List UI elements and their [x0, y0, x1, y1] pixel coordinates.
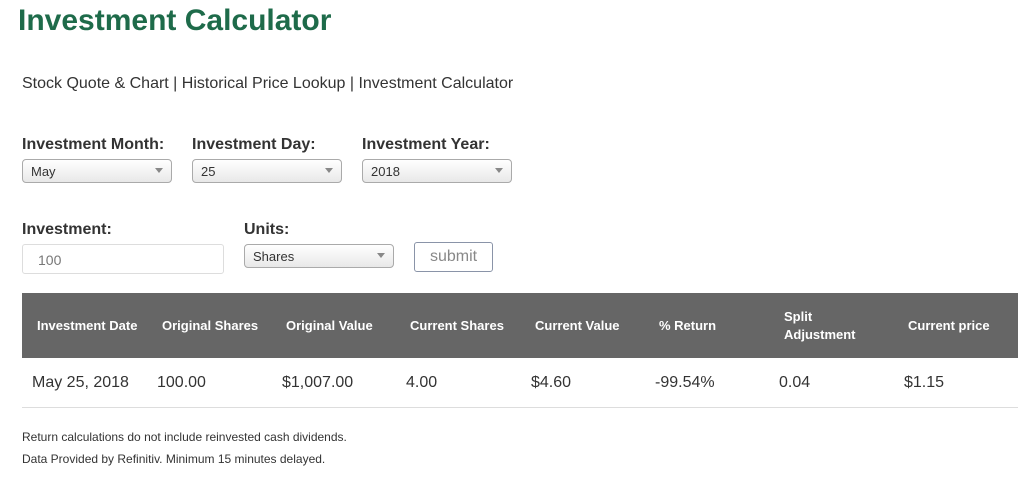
table-row: May 25, 2018 100.00 $1,007.00 4.00 $4.60…	[22, 358, 1018, 408]
month-label: Investment Month:	[22, 136, 165, 153]
dropdown-arrow-icon	[495, 168, 503, 173]
nav-historical-price-link[interactable]: Historical Price Lookup	[181, 75, 346, 92]
cell-current-shares: 4.00	[406, 373, 438, 391]
investment-input[interactable]: 100	[22, 244, 224, 274]
cell-original-value: $1,007.00	[282, 373, 354, 391]
column-header: Investment Date	[37, 317, 138, 333]
units-value: Shares	[253, 249, 295, 264]
year-label: Investment Year:	[362, 136, 490, 153]
cell-split-adjustment: 0.04	[779, 373, 811, 391]
nav-investment-calculator-link[interactable]: Investment Calculator	[358, 75, 514, 92]
nav-stock-quote-link[interactable]: Stock Quote & Chart	[22, 75, 169, 92]
cell-current-value: $4.60	[531, 373, 572, 391]
year-select[interactable]: 2018	[362, 159, 512, 183]
units-select[interactable]: Shares	[244, 244, 394, 268]
units-label: Units:	[244, 221, 290, 238]
year-value: 2018	[371, 164, 400, 179]
column-header: Current Shares	[410, 317, 504, 333]
column-header: Current price	[908, 317, 990, 333]
data-provider-note: Data Provided by Refinitiv. Minimum 15 m…	[22, 452, 326, 466]
cell-return: -99.54%	[655, 373, 715, 391]
day-select[interactable]: 25	[192, 159, 342, 183]
nav-separator: |	[168, 75, 182, 92]
investment-label: Investment:	[22, 221, 112, 238]
nav-links: Stock Quote & Chart | Historical Price L…	[22, 75, 513, 93]
cell-original-shares: 100.00	[157, 373, 206, 391]
column-header: Split Adjustment	[784, 308, 856, 342]
column-header: % Return	[659, 317, 717, 333]
day-label: Investment Day:	[192, 136, 316, 153]
column-header: Original Shares	[162, 317, 259, 333]
dropdown-arrow-icon	[325, 168, 333, 173]
dropdown-arrow-icon	[155, 168, 163, 173]
page-title: Investment Calculator	[18, 4, 332, 37]
month-value: May	[31, 164, 56, 179]
column-header: Current Value	[535, 317, 620, 333]
cell-current-price: $1.15	[904, 373, 945, 391]
cell-investment-date: May 25, 2018	[32, 373, 129, 391]
day-value: 25	[201, 164, 216, 179]
results-table-header: Investment Date Original Shares Original…	[22, 293, 1018, 358]
dividends-note: Return calculations do not include reinv…	[22, 430, 347, 444]
dropdown-arrow-icon	[377, 253, 385, 258]
month-select[interactable]: May	[22, 159, 172, 183]
nav-separator: |	[345, 75, 359, 92]
submit-button[interactable]: submit	[414, 242, 493, 272]
column-header: Original Value	[286, 317, 373, 333]
